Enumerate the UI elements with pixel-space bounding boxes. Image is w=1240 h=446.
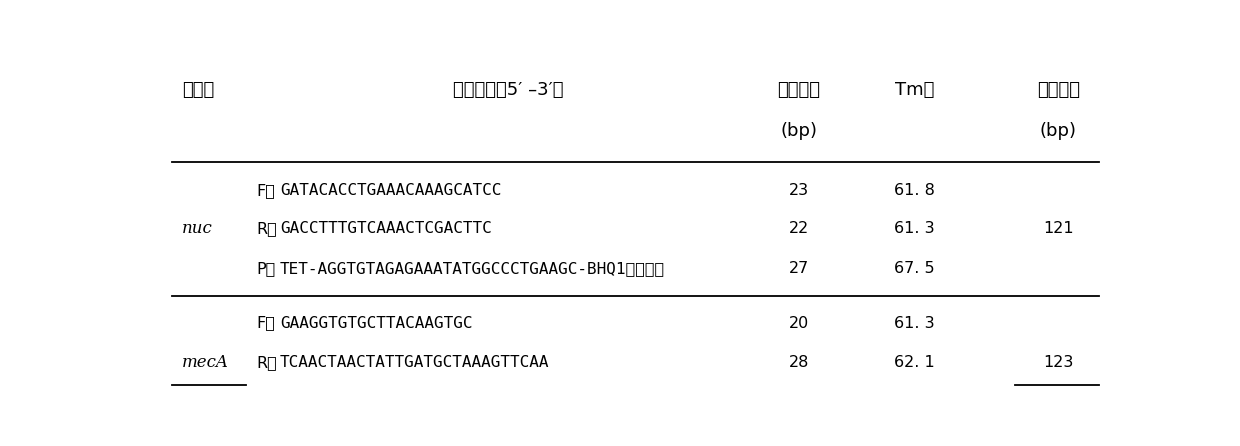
Text: 61. 8: 61. 8 <box>894 183 935 198</box>
Text: 61. 3: 61. 3 <box>894 221 935 236</box>
Text: 引物序列（5′ –3′）: 引物序列（5′ –3′） <box>453 81 563 99</box>
Text: (bp): (bp) <box>780 122 817 140</box>
Text: 62. 1: 62. 1 <box>894 355 935 370</box>
Text: Tm値: Tm値 <box>894 81 934 99</box>
Text: F：: F： <box>255 316 275 330</box>
Text: 20: 20 <box>789 316 808 330</box>
Text: GAAGGTGTGCTTACAAGTGC: GAAGGTGTGCTTACAAGTGC <box>280 316 472 330</box>
Text: 22: 22 <box>789 221 808 236</box>
Text: 基因名: 基因名 <box>182 81 215 99</box>
Text: R：: R： <box>255 355 277 370</box>
Text: mecA: mecA <box>182 354 229 371</box>
Text: 123: 123 <box>1043 355 1074 370</box>
Text: 引物长度: 引物长度 <box>777 81 821 99</box>
Text: F：: F： <box>255 183 275 198</box>
Text: TET-AGGTGTAGAGAAATATGGCCCTGAAGC-BHQ1（探针）: TET-AGGTGTAGAGAAATATGGCCCTGAAGC-BHQ1（探针） <box>280 260 665 276</box>
Text: R：: R： <box>255 221 277 236</box>
Text: nuc: nuc <box>182 220 212 237</box>
Text: (bp): (bp) <box>1040 122 1076 140</box>
Text: 27: 27 <box>789 260 808 276</box>
Text: P：: P： <box>255 260 275 276</box>
Text: 121: 121 <box>1043 221 1074 236</box>
Text: 61. 3: 61. 3 <box>894 316 935 330</box>
Text: 67. 5: 67. 5 <box>894 260 935 276</box>
Text: TCAACTAACTATTGATGCTAAAGTTCAA: TCAACTAACTATTGATGCTAAAGTTCAA <box>280 355 549 370</box>
Text: GACCTTTGTCAAACTCGACTTC: GACCTTTGTCAAACTCGACTTC <box>280 221 492 236</box>
Text: 扩增长度: 扩增长度 <box>1037 81 1080 99</box>
Text: 23: 23 <box>789 183 808 198</box>
Text: 28: 28 <box>789 355 808 370</box>
Text: GATACACCTGAAACAAAGCATCC: GATACACCTGAAACAAAGCATCC <box>280 183 501 198</box>
